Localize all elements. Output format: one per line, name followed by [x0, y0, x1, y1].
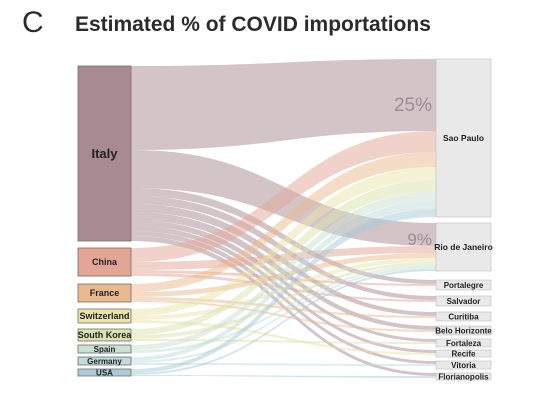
source-label-germany: Germany — [87, 357, 122, 366]
source-label-usa: USA — [96, 368, 113, 377]
destination-label-florianopolis: Florianopolis — [438, 372, 489, 381]
destination-label-rio-de-janeiro: Rio de Janeiro — [434, 242, 493, 252]
percent-label-sao-paulo: 25% — [394, 95, 432, 116]
sankey-links — [131, 59, 436, 378]
destination-label-vitoria: Vitoria — [451, 361, 476, 370]
source-label-south-korea: South Korea — [78, 330, 132, 340]
source-label-china: China — [92, 257, 118, 267]
destination-label-recife: Recife — [451, 349, 476, 358]
destination-label-sao-paulo: Sao Paulo — [443, 133, 484, 143]
flow-usa-to-florianopolis — [131, 375, 436, 378]
destination-label-portalegre: Portalegre — [444, 281, 484, 290]
destination-label-curitiba: Curitiba — [448, 312, 479, 321]
source-label-switzerland: Switzerland — [79, 311, 129, 321]
destination-label-fortaleza: Fortaleza — [446, 339, 482, 348]
destination-label-belo-horizonte: Belo Horizonte — [435, 326, 492, 335]
percent-label-rio-de-janeiro: 9% — [407, 230, 432, 249]
source-label-spain: Spain — [94, 345, 116, 354]
source-nodes: Italy China France Switzerland South Korea Sp… — [78, 66, 132, 377]
source-label-italy: Italy — [91, 146, 118, 161]
destination-label-salvador: Salvador — [447, 297, 481, 306]
source-label-france: France — [90, 288, 120, 298]
